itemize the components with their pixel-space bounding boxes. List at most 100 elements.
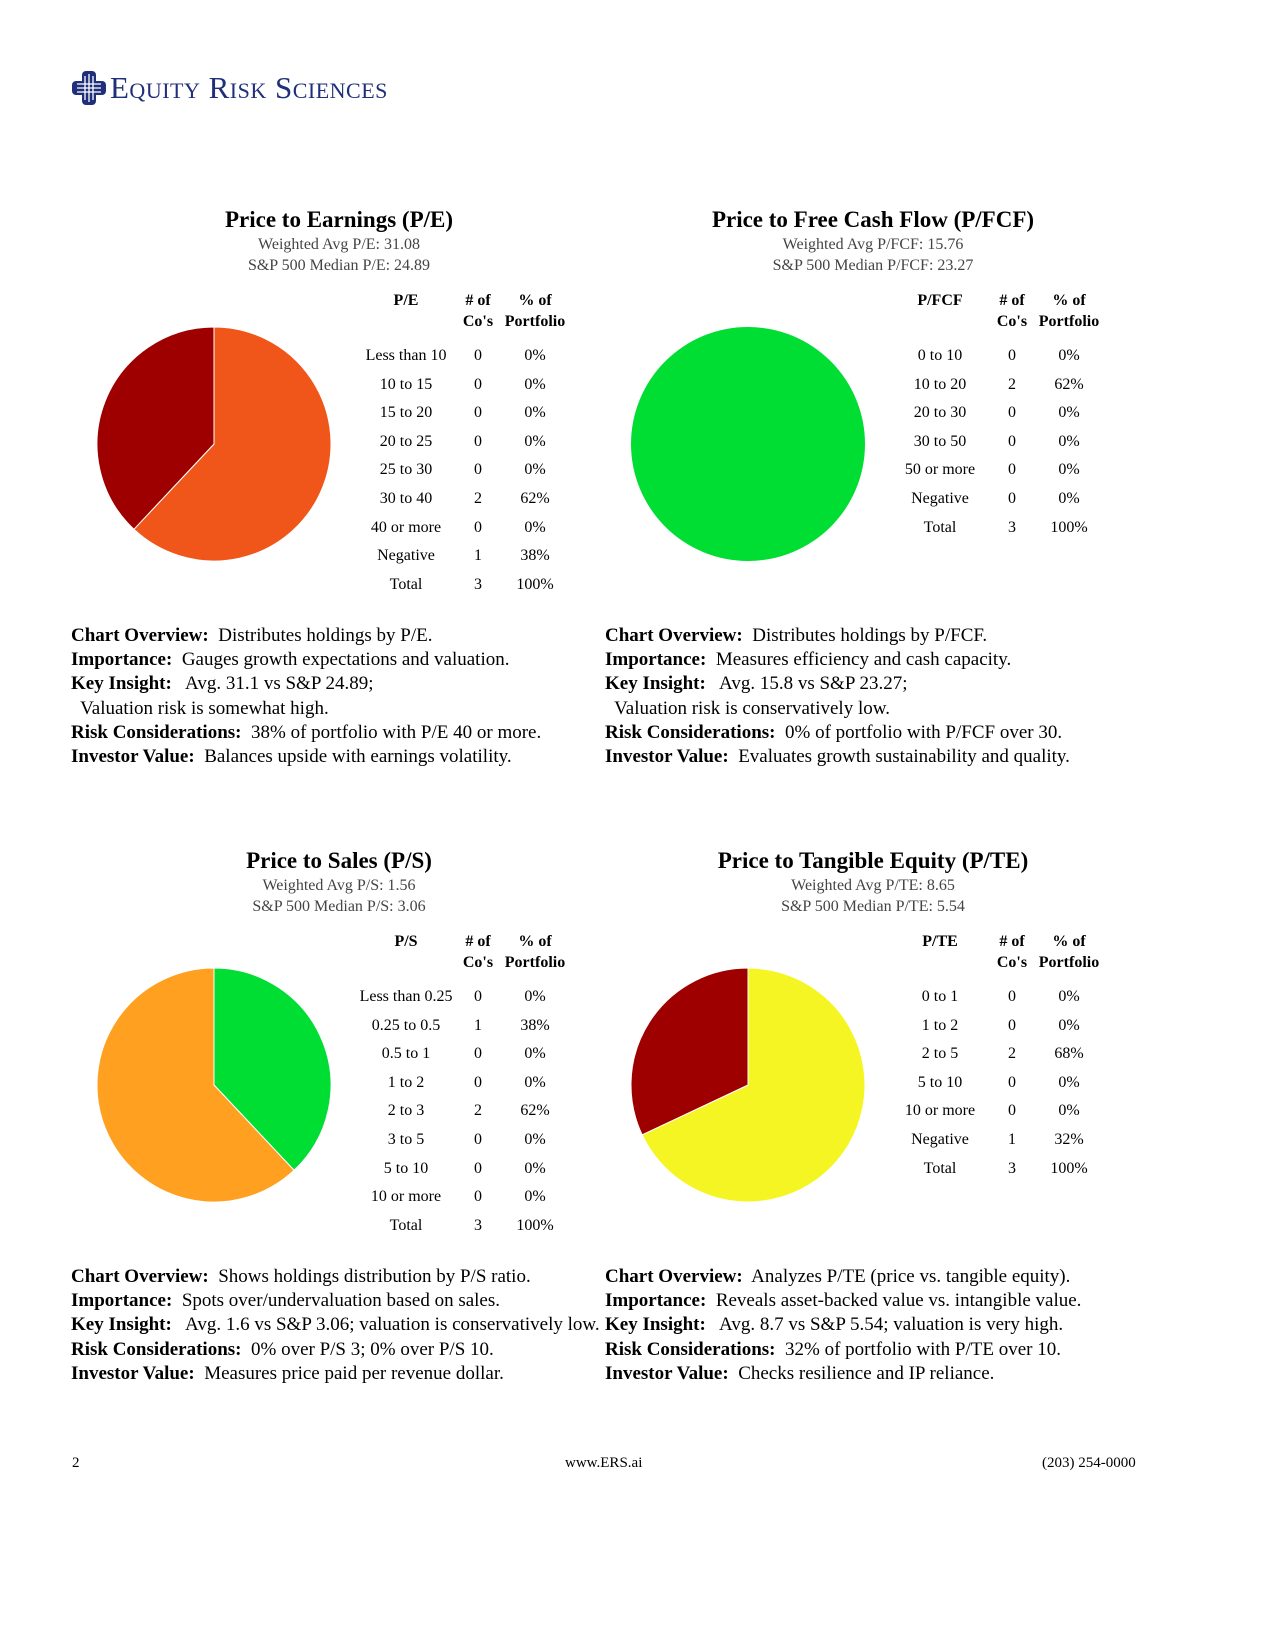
pct-column-header: % of [518,933,552,950]
metric-column-header: P/S [394,933,418,950]
portfolio-percent: 0% [524,347,546,364]
range-label: 5 to 10 [917,1073,963,1091]
description-text: Analyzes P/TE (price vs. tangible equity… [751,1266,1071,1287]
count-column-header: Co's [996,313,1028,330]
range-label: 0 to 1 [921,988,959,1005]
range-label: 3 to 5 [387,1131,425,1148]
company-count: 0 [1008,490,1016,507]
description-label: Key Insight: [605,673,706,695]
description-label: Importance: [605,1290,707,1312]
description-text: Measures price paid per revenue dollar. [204,1362,504,1384]
range-label: 2 to 5 [921,1045,959,1063]
portfolio-percent: 0% [1058,1073,1080,1091]
description-label: Key Insight: [71,1314,172,1336]
description-label: Chart Overview: [605,1266,743,1287]
chart-title: Price to Sales (P/S) [246,848,432,873]
count-column-header: Co's [462,954,494,971]
company-count: 2 [474,1102,482,1120]
weighted-avg: Weighted Avg P/TE: 8.65 [791,877,955,894]
company-count: 1 [1008,1131,1016,1148]
description-text: Checks resilience and IP reliance. [738,1362,995,1384]
description-text: Shows holdings distribution by P/S ratio… [218,1266,531,1287]
range-label: 0.25 to 0.5 [371,1016,441,1034]
range-label: 0.5 to 1 [381,1045,431,1063]
portfolio-percent: 0% [524,375,546,393]
company-count: 3 [474,575,482,593]
portfolio-percent: 0% [1058,461,1080,479]
description-label: Key Insight: [71,673,172,695]
portfolio-percent: 100% [1050,518,1088,536]
portfolio-percent: 62% [520,490,550,507]
portfolio-percent: 0% [524,461,546,479]
description-label: Investor Value: [71,746,195,767]
metric-column-header: P/TE [922,933,958,950]
portfolio-percent: 0% [1058,988,1080,1005]
description-line: Investor Value: Evaluates growth sustain… [605,744,1070,769]
company-count: 0 [474,1159,482,1177]
range-label: 0 to 10 [917,347,963,364]
description-text: 0% of portfolio with P/FCF over 30. [785,721,1063,743]
pie-slice-2-to-5 [641,967,866,1203]
description-line: Chart Overview: Shows holdings distribut… [71,1264,531,1289]
description-line: Chart Overview: Analyzes P/TE (price vs.… [605,1264,1070,1289]
range-label: 30 to 50 [913,432,967,450]
count-column-header: # of [465,933,491,950]
sp500-median: S&P 500 Median P/FCF: 23.27 [772,257,974,274]
portfolio-percent: 0% [1058,432,1080,450]
pct-column-header: % of [1052,933,1086,950]
description-line: Key Insight: Avg. 15.8 vs S&P 23.27; [605,671,907,696]
description-text: Measures efficiency and cash capacity. [715,649,1012,671]
pct-column-header: Portfolio [1038,954,1100,971]
portfolio-percent: 0% [524,988,546,1005]
pie-slice-negative [96,326,215,530]
description-line: Importance: Reveals asset-backed value v… [605,1288,1081,1313]
description-text: Distributes holdings by P/FCF. [752,625,988,646]
description-line: Investor Value: Balances upside with ear… [71,744,512,769]
company-count: 0 [1008,432,1016,450]
description-label: Key Insight: [605,1314,706,1336]
pie-slice-30-to-40 [133,326,332,562]
portfolio-percent: 100% [516,575,554,593]
description-text: Reveals asset-backed value vs. intangibl… [715,1290,1082,1312]
description-line: Valuation risk is conservatively low. [605,696,890,721]
description-line: Risk Considerations: 38% of portfolio wi… [71,720,541,745]
pct-column-header: Portfolio [504,954,566,971]
range-label: 1 to 2 [387,1073,425,1091]
company-count: 0 [474,518,482,536]
description-text: Spots over/undervaluation based on sales… [181,1290,500,1312]
company-count: 0 [474,1188,482,1206]
description-label: Investor Value: [605,1362,729,1384]
range-label: 2 to 3 [387,1102,425,1120]
company-count: 0 [474,1045,482,1063]
description-label: Risk Considerations: [71,721,242,743]
description-line: Valuation risk is somewhat high. [71,696,329,721]
phone-number: (203) 254-0000 [1042,1455,1136,1471]
range-label: 20 to 30 [913,404,967,422]
portfolio-percent: 0% [524,1073,546,1091]
description-text: 32% of portfolio with P/TE over 10. [785,1338,1061,1360]
pct-column-header: Portfolio [504,313,566,330]
portfolio-percent: 0% [524,1045,546,1063]
range-label: 50 or more [904,461,976,479]
description-line: Risk Considerations: 32% of portfolio wi… [605,1337,1061,1362]
logo-emblem-icon [72,71,106,105]
weighted-avg: Weighted Avg P/S: 1.56 [262,877,416,894]
logo: Equity Risk Sciences [72,70,388,106]
sp500-median: S&P 500 Median P/E: 24.89 [247,257,431,274]
description-line: Importance: Gauges growth expectations a… [71,647,509,672]
description-label: Risk Considerations: [605,721,776,743]
chart-title: Price to Tangible Equity (P/TE) [717,848,1029,873]
portfolio-percent: 0% [1058,1102,1080,1120]
company-count: 3 [474,1216,482,1234]
website-link[interactable]: www.ERS.ai [565,1455,643,1471]
weighted-avg: Weighted Avg P/FCF: 15.76 [782,236,964,253]
description-text: Evaluates growth sustainability and qual… [738,746,1070,767]
portfolio-percent: 0% [1058,404,1080,422]
portfolio-percent: 0% [1058,1016,1080,1034]
company-count: 0 [474,988,482,1005]
company-count: 0 [474,432,482,450]
description-label: Investor Value: [605,746,729,767]
pct-column-header: Portfolio [1038,313,1100,330]
portfolio-percent: 38% [520,547,550,565]
description-text: Avg. 15.8 vs S&P 23.27; [715,673,908,695]
